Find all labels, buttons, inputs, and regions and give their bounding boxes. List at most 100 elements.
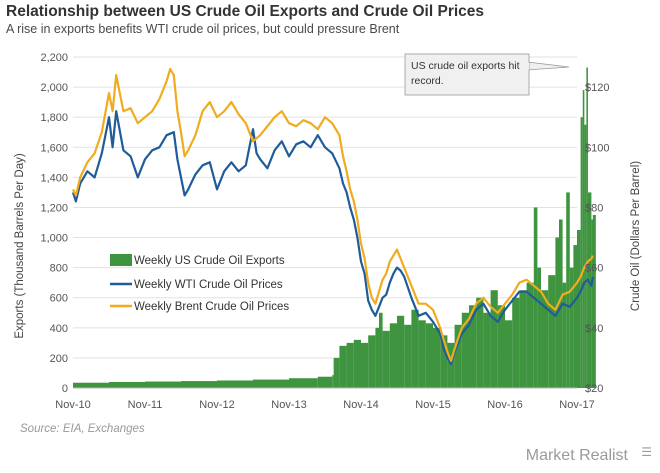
left-tick-label: 200: [50, 353, 68, 365]
x-tick-label: Nov-12: [199, 399, 234, 411]
export-bar: [573, 245, 577, 388]
export-bar: [109, 381, 145, 388]
export-bar: [333, 357, 340, 388]
left-tick-label: 0: [62, 383, 68, 395]
export-bar: [289, 378, 318, 388]
export-bar: [404, 324, 412, 388]
x-tick-label: Nov-13: [271, 399, 306, 411]
left-tick-label: 600: [50, 293, 68, 305]
export-bar: [526, 282, 534, 388]
legend-wti-label: Weekly WTI Crude Oil Prices: [134, 279, 283, 291]
export-bar: [548, 275, 556, 388]
x-tick-label: Nov-10: [55, 399, 90, 411]
x-tick-label: Nov-11: [128, 399, 163, 411]
callout-pointer-joint: [526, 62, 529, 70]
chart-subtitle: A rise in exports benefits WTI crude oil…: [6, 22, 400, 36]
brand-icon: ☰: [641, 445, 652, 459]
legend-exports-swatch: [110, 254, 132, 266]
x-tick-label: Nov-15: [415, 399, 450, 411]
export-bar: [397, 315, 405, 388]
left-tick-label: 2,000: [40, 82, 68, 94]
export-bar: [145, 381, 181, 388]
export-bar: [533, 207, 538, 388]
export-bar: [584, 124, 587, 389]
left-axis-title: Exports (Thousand Barrels Per Day): [14, 153, 26, 339]
export-bar: [591, 219, 593, 388]
legend-brent-label: Weekly Brent Crude Oil Prices: [134, 301, 289, 313]
export-bar: [375, 327, 379, 388]
export-bar: [368, 335, 376, 388]
left-tick-label: 800: [50, 263, 68, 275]
left-tick-label: 1,200: [40, 202, 68, 214]
right-tick-label: $60: [585, 263, 603, 275]
x-tick-label: Nov-16: [487, 399, 522, 411]
exports-bars: [73, 67, 596, 389]
export-bar: [537, 267, 541, 388]
export-bar: [411, 309, 419, 388]
brent-line: [72, 67, 594, 362]
source-note: Source: EIA, Exchanges: [20, 423, 145, 435]
legend-exports-label: Weekly US Crude Oil Exports: [134, 255, 285, 267]
annotation-callout: US crude oil exports hit record.: [404, 53, 570, 96]
export-bar: [361, 342, 369, 388]
export-bar: [346, 342, 354, 388]
right-tick-label: $120: [585, 82, 609, 94]
export-bar: [483, 312, 491, 388]
right-tick-label: $20: [585, 383, 603, 395]
callout-pointer: [526, 61, 570, 71]
export-bar: [541, 290, 549, 388]
export-bar: [469, 305, 477, 388]
brand-logo: Market Realist: [525, 447, 628, 464]
export-bar: [217, 380, 253, 388]
export-bar: [425, 323, 433, 388]
export-bar: [566, 192, 570, 388]
export-bar: [181, 381, 217, 388]
x-axis-ticks: Nov-10 Nov-11 Nov-12 Nov-13 Nov-14 Nov-15 Nov-…: [55, 399, 594, 411]
x-tick-label: Nov-14: [343, 399, 378, 411]
right-axis-ticks: $20 $40 $60 $80 $100 $120: [585, 82, 609, 395]
export-bar: [461, 312, 469, 388]
export-bar: [332, 375, 334, 388]
export-bar: [587, 192, 592, 388]
export-bar: [379, 312, 383, 388]
export-bar: [559, 219, 563, 388]
export-bar: [519, 290, 527, 388]
left-tick-label: 400: [50, 323, 68, 335]
export-bar: [569, 267, 574, 388]
export-bar: [476, 297, 484, 388]
export-bar: [440, 335, 448, 388]
left-tick-label: 2,200: [40, 52, 68, 64]
export-bar: [353, 339, 361, 388]
export-bar: [586, 67, 588, 389]
export-bar: [580, 117, 583, 388]
export-bar: [512, 297, 520, 388]
export-bar: [490, 290, 498, 388]
callout-line-2: record.: [411, 75, 444, 87]
right-axis-title: Crude Oil (Dollars Per Barrel): [630, 161, 642, 311]
left-tick-label: 1,800: [40, 112, 68, 124]
right-tick-label: $100: [585, 142, 609, 154]
export-bar: [582, 90, 585, 388]
export-bar: [454, 324, 462, 388]
callout-box: [404, 53, 530, 96]
export-bar: [447, 342, 455, 388]
left-axis-ticks: 0 200 400 600 800 1,000 1,200 1,400 1,600 1,800 2,…: [40, 52, 68, 395]
export-bar: [389, 323, 397, 388]
left-tick-label: 1,000: [40, 233, 68, 245]
right-tick-label: $40: [585, 323, 603, 335]
export-bar: [382, 330, 390, 388]
chart-title: Relationship between US Crude Oil Export…: [6, 3, 485, 20]
left-tick-label: 1,600: [40, 142, 68, 154]
export-bar: [339, 345, 347, 388]
export-bar: [562, 282, 567, 388]
export-bar: [433, 327, 441, 388]
x-tick-label: Nov-17: [559, 399, 594, 411]
export-bar: [577, 230, 581, 388]
export-bar: [497, 305, 505, 388]
left-tick-label: 1,400: [40, 172, 68, 184]
export-bar: [592, 214, 596, 388]
export-bar: [73, 382, 109, 388]
callout-line-1: US crude oil exports hit: [411, 60, 520, 72]
wti-line: [71, 110, 594, 365]
